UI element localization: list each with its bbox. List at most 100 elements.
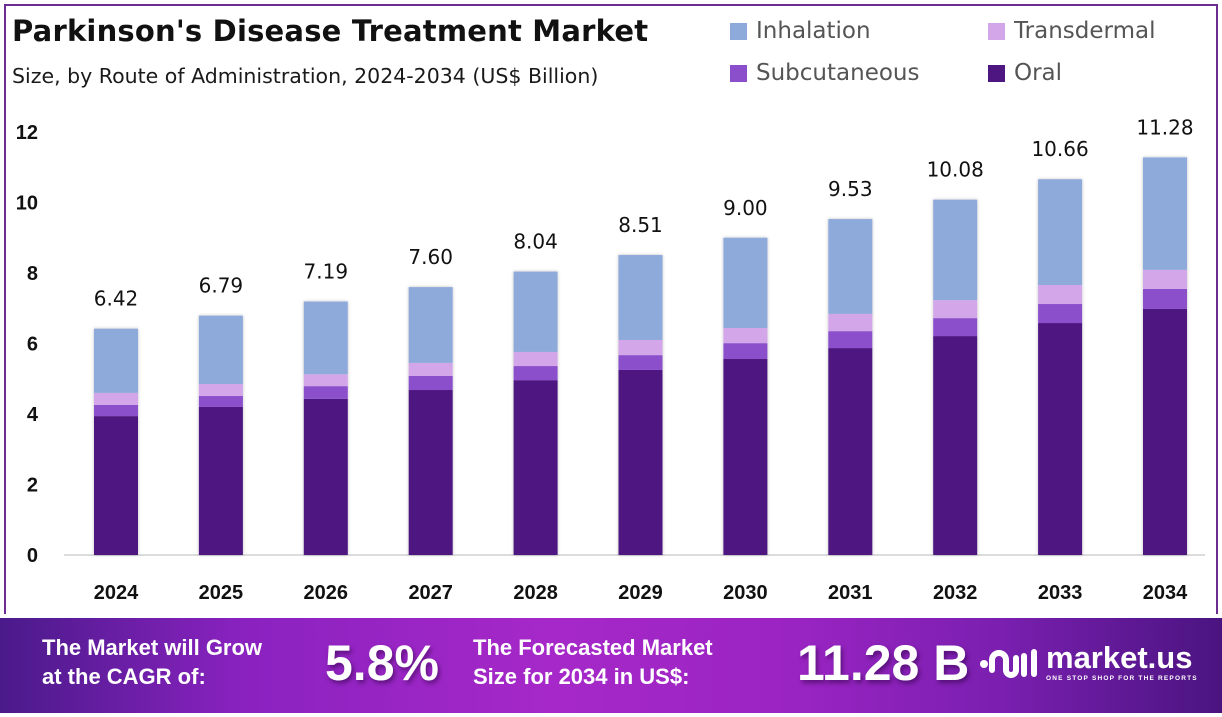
bar-total-label: 6.42	[94, 287, 139, 311]
bar-total-label: 9.00	[723, 196, 768, 220]
bar-segment-oral	[408, 390, 453, 555]
y-tick-label: 10	[16, 193, 38, 215]
bar-segment-transdermal	[723, 327, 768, 344]
bar-total-label: 7.60	[408, 245, 453, 269]
y-tick-label: 0	[27, 545, 38, 567]
summary-banner: The Market will Grow at the CAGR of: 5.8…	[0, 618, 1222, 713]
x-axis: 2024 2025 2026 2027 2028 2029 2030 2031 2032 2033…	[94, 582, 1188, 604]
bar-stack-2031	[828, 219, 873, 555]
bar-segment-transdermal	[198, 384, 243, 397]
bar-segment-oral	[1143, 308, 1187, 555]
legend-item-transdermal: Transdermal	[988, 18, 1155, 44]
forecast-label: The Forecasted Market Size for 2034 in U…	[473, 633, 713, 691]
bar-segment-subcutaneous	[513, 366, 558, 381]
bar-segment-transdermal	[513, 351, 558, 367]
bar-segment-oral	[303, 398, 348, 555]
bar-segment-transdermal	[408, 362, 453, 376]
bar-stack-2034	[1143, 157, 1187, 555]
legend: Inhalation Transdermal Subcutaneous Oral	[730, 18, 1210, 98]
bar-segment-transdermal	[303, 374, 348, 387]
cagr-value: 5.8%	[325, 635, 439, 691]
legend-item-inhalation: Inhalation	[730, 18, 871, 44]
chart-title: Parkinson's Disease Treatment Market	[12, 14, 649, 48]
bar-segment-oral	[828, 348, 873, 555]
legend-label: Subcutaneous	[756, 60, 920, 86]
bar-segment-subcutaneous	[828, 331, 873, 349]
bar-segment-inhalation	[408, 287, 453, 363]
bar-stack-2033	[1038, 179, 1083, 555]
bar-total-label: 11.28	[1136, 115, 1193, 139]
chart-subtitle: Size, by Route of Administration, 2024-2…	[12, 64, 599, 88]
bar-stack-2030	[723, 237, 768, 555]
forecast-label-line2: Size for 2034 in US$:	[473, 664, 690, 689]
bar-segment-oral	[198, 406, 243, 555]
bar-segment-inhalation	[933, 199, 978, 301]
bar-segment-subcutaneous	[303, 386, 348, 399]
logo-tagline: ONE STOP SHOP FOR THE REPORTS	[1046, 674, 1198, 682]
bar-segment-oral	[513, 380, 558, 555]
bar-total-label: 7.19	[304, 260, 349, 284]
x-tick-label: 2028	[513, 582, 558, 604]
bar-stack-2024	[94, 328, 138, 555]
legend-swatch-subcutaneous	[730, 64, 747, 82]
bar-segment-inhalation	[513, 271, 558, 352]
legend-label: Oral	[1014, 60, 1063, 86]
bar-segment-transdermal	[933, 300, 978, 319]
market-us-logo: market.us ONE STOP SHOP FOR THE REPORTS	[978, 640, 1198, 684]
bar-total-label: 6.79	[199, 274, 244, 298]
bar-segment-subcutaneous	[94, 404, 138, 417]
bar-total-label: 8.04	[513, 230, 558, 254]
y-tick-label: 4	[27, 404, 39, 426]
y-axis: 0 2 4 6 8 10 12	[16, 122, 39, 567]
bar-segment-transdermal	[618, 339, 663, 356]
x-tick-label: 2034	[1143, 582, 1188, 604]
bar-segment-oral	[933, 336, 978, 555]
y-tick-label: 2	[27, 475, 38, 497]
bar-segment-inhalation	[828, 219, 873, 314]
stacked-bar-chart: 0 2 4 6 8 10 12 6.42 6.79 7.19 7.60 8.04 8.51 9.00 9.…	[16, 115, 1205, 604]
legend-label: Transdermal	[1014, 18, 1156, 44]
bar-stack-2032	[933, 199, 978, 555]
cagr-label: The Market will Grow at the CAGR of:	[42, 633, 262, 691]
logo-name: market.us	[1046, 639, 1193, 675]
x-tick-label: 2031	[828, 582, 873, 604]
cagr-label-line1: The Market will Grow	[42, 635, 263, 660]
x-tick-label: 2024	[94, 582, 139, 604]
bar-segment-inhalation	[1143, 157, 1187, 270]
x-tick-label: 2027	[408, 582, 453, 604]
bar-segment-subcutaneous	[408, 375, 453, 391]
bar-segment-transdermal	[1038, 284, 1083, 305]
bar-stack-2029	[618, 255, 663, 555]
legend-swatch-inhalation	[730, 22, 747, 40]
legend-item-oral: Oral	[988, 60, 1062, 86]
bar-total-label: 9.53	[828, 177, 873, 201]
bar-total-label: 8.51	[618, 213, 663, 237]
legend-swatch-oral	[988, 64, 1005, 82]
x-tick-label: 2026	[304, 582, 349, 604]
bar-stack-2027	[408, 287, 453, 555]
bar-stack-2028	[513, 271, 558, 555]
bar-segment-transdermal	[1143, 269, 1187, 289]
bar-segment-subcutaneous	[933, 318, 978, 337]
bar-segment-oral	[723, 359, 768, 555]
y-tick-label: 6	[27, 334, 38, 356]
forecast-value: 11.28 B	[797, 635, 970, 691]
x-tick-label: 2033	[1038, 582, 1083, 604]
bar-segment-transdermal	[828, 313, 873, 332]
bar-segment-oral	[618, 369, 663, 555]
bar-segment-subcutaneous	[618, 355, 663, 370]
bar-segment-transdermal	[94, 392, 138, 405]
bar-stack-2025	[198, 315, 243, 555]
cagr-label-line2: at the CAGR of:	[42, 664, 206, 689]
x-tick-label: 2029	[618, 582, 663, 604]
bar-segment-inhalation	[198, 315, 243, 385]
bars: 6.42 6.79 7.19 7.60 8.04 8.51 9.00 9.53 10.08 10.…	[94, 115, 1194, 555]
bar-segment-inhalation	[303, 301, 348, 375]
legend-label: Inhalation	[756, 18, 871, 44]
bar-segment-subcutaneous	[1038, 304, 1083, 324]
x-tick-label: 2030	[723, 582, 768, 604]
market-us-logo-icon	[980, 649, 1037, 678]
bar-segment-subcutaneous	[723, 343, 768, 360]
bar-segment-oral	[1038, 323, 1083, 555]
bar-segment-inhalation	[1038, 179, 1083, 285]
